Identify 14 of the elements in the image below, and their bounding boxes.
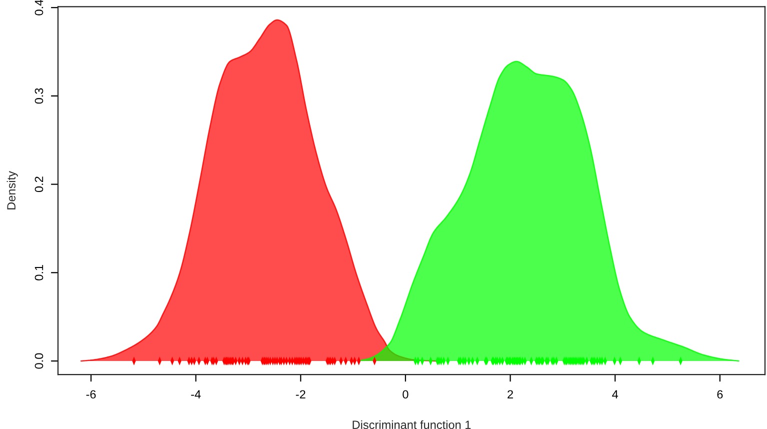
y-axis-title: Density: [6, 170, 18, 210]
x-tick-label: 2: [508, 390, 513, 398]
x-tick-label: 0: [402, 390, 408, 399]
x-tick-label: -4: [191, 390, 201, 398]
x-tick-label: -6: [86, 390, 96, 399]
x-tick-label: 4: [612, 390, 618, 398]
y-tick-label: 0.4: [34, 0, 44, 16]
y-tick-label: 0.2: [34, 176, 44, 192]
x-axis-title: Discriminant function 1: [352, 420, 471, 429]
x-tick-label: 6: [717, 390, 723, 399]
x-tick-label: -2: [296, 390, 306, 398]
y-tick-label: 0.0: [34, 353, 44, 369]
y-tick-label: 0.3: [34, 88, 44, 104]
y-tick-label: 0.1: [34, 265, 44, 280]
